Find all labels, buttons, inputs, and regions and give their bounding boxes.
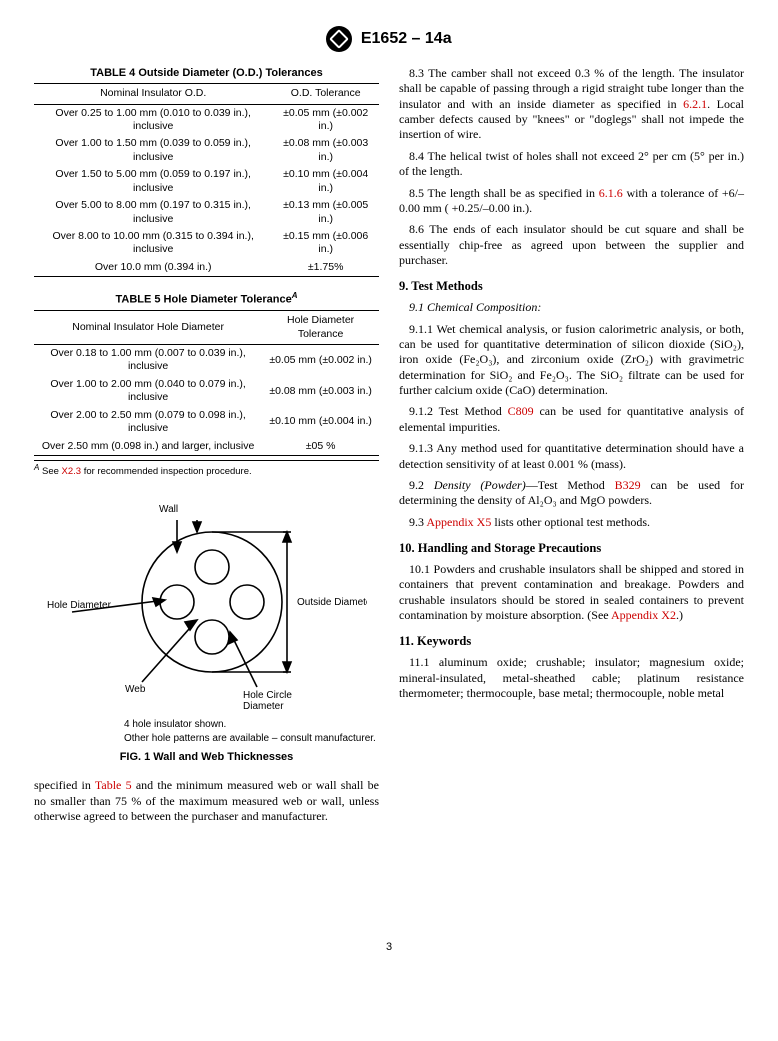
table-4-title: TABLE 4 Outside Diameter (O.D.) Toleranc… [34, 66, 379, 83]
link-appx5[interactable]: Appendix X5 [426, 515, 491, 529]
astm-logo [326, 26, 352, 52]
link-616[interactable]: 6.1.6 [599, 186, 623, 200]
link-b329[interactable]: B329 [615, 478, 641, 492]
figure-1-svg: Wall Outside Diameter Hole Diameter Web … [47, 492, 367, 712]
left-continuation-para: specified in Table 5 and the minimum mea… [34, 778, 379, 824]
figure-1-note2: Other hole patterns are available – cons… [124, 733, 379, 746]
figure-1-title: FIG. 1 Wall and Web Thicknesses [34, 750, 379, 764]
two-column-layout: TABLE 4 Outside Diameter (O.D.) Toleranc… [34, 66, 744, 830]
para-9-1: 9.1 Chemical Composition: [399, 300, 744, 315]
designation: E1652 – 14a [361, 30, 452, 47]
table-4: TABLE 4 Outside Diameter (O.D.) Toleranc… [34, 66, 379, 277]
link-621[interactable]: 6.2.1 [683, 97, 707, 111]
link-table5[interactable]: Table 5 [95, 778, 132, 792]
figure-1-note1: 4 hole insulator shown. [124, 719, 379, 732]
para-8-5: 8.5 The length shall be as specified in … [399, 186, 744, 217]
table-5-footnote: A See X2.3 for recommended inspection pr… [34, 460, 379, 478]
table-5-title: TABLE 5 Hole Diameter ToleranceA [34, 291, 379, 310]
section-11-head: 11. Keywords [399, 633, 744, 649]
para-9-2: 9.2 Density (Powder)—Test Method B329 ca… [399, 478, 744, 509]
para-10-1: 10.1 Powders and crushable insulators sh… [399, 562, 744, 623]
link-x23[interactable]: X2.3 [62, 466, 82, 477]
table-4-col-0: Nominal Insulator O.D. [34, 84, 272, 104]
para-9-3: 9.3 Appendix X5 lists other optional tes… [399, 515, 744, 530]
section-10-head: 10. Handling and Storage Precautions [399, 540, 744, 556]
svg-text:Wall: Wall [159, 504, 178, 515]
section-9-head: 9. Test Methods [399, 278, 744, 294]
table-4-col-1: O.D. Tolerance [272, 84, 379, 104]
svg-text:Web: Web [125, 684, 146, 695]
table-5-col-0: Nominal Insulator Hole Diameter [34, 311, 262, 345]
link-appx2[interactable]: Appendix X2 [611, 608, 676, 622]
svg-text:Outside Diameter: Outside Diameter [297, 597, 367, 608]
svg-text:Diameter: Diameter [243, 701, 284, 712]
document-header: E1652 – 14a [34, 26, 744, 52]
para-9-1-2: 9.1.2 Test Method C809 can be used for q… [399, 404, 744, 435]
page-number: 3 [34, 940, 744, 954]
figure-1: Wall Outside Diameter Hole Diameter Web … [34, 492, 379, 764]
svg-text:Hole Diameter: Hole Diameter [47, 600, 112, 611]
link-c809[interactable]: C809 [508, 404, 534, 418]
para-8-6: 8.6 The ends of each insulator should be… [399, 222, 744, 268]
table-5: TABLE 5 Hole Diameter ToleranceA Nominal… [34, 291, 379, 456]
para-8-4: 8.4 The helical twist of holes shall not… [399, 149, 744, 180]
left-column: TABLE 4 Outside Diameter (O.D.) Toleranc… [34, 66, 379, 830]
para-8-3: 8.3 The camber shall not exceed 0.3 % of… [399, 66, 744, 143]
para-9-1-3: 9.1.3 Any method used for quantitative d… [399, 441, 744, 472]
table-5-col-1: Hole Diameter Tolerance [262, 311, 379, 345]
para-9-1-1: 9.1.1 Wet chemical analysis, or fusion c… [399, 322, 744, 399]
para-11-1: 11.1 aluminum oxide; crushable; insulato… [399, 655, 744, 701]
right-column: 8.3 The camber shall not exceed 0.3 % of… [399, 66, 744, 708]
svg-text:Hole Circle: Hole Circle [243, 690, 292, 701]
